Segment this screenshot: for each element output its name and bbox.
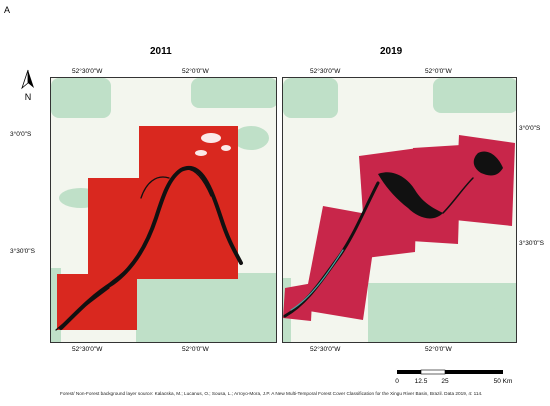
- map-2011: [50, 77, 277, 343]
- reservoir: [378, 151, 503, 219]
- footer-source-note: Forest/ Non-Forest background layer sour…: [60, 391, 483, 396]
- imagery-footprint-2011: [57, 126, 238, 330]
- scale-label-12-5: 12.5: [415, 378, 428, 385]
- cloud-patches: [195, 133, 231, 156]
- scale-bar: 0 12.5 25 50 Km: [395, 369, 513, 385]
- right-tick-2019-b: 3°30'0"S: [519, 240, 544, 247]
- bottom-tick-2011-b: 52°0'0"W: [182, 346, 209, 353]
- map-2019: [282, 77, 517, 343]
- top-tick-2011-a: 52°30'0"W: [72, 68, 103, 75]
- left-tick-2011-b: 3°30'0"S: [10, 248, 35, 255]
- map-2011-canvas: [51, 78, 276, 342]
- north-arrow-icon: N: [21, 69, 34, 102]
- top-tick-2011-b: 52°0'0"W: [182, 68, 209, 75]
- map-2019-canvas: [283, 78, 516, 342]
- panel-letter: A: [4, 5, 11, 15]
- top-tick-2019-a: 52°30'0"W: [310, 68, 341, 75]
- scale-label-0: 0: [395, 378, 399, 385]
- scale-label-25: 25: [441, 378, 449, 385]
- scale-label-50: 50 Km: [494, 378, 513, 385]
- xingu-river: [55, 166, 243, 331]
- non-forest-areas: [283, 78, 516, 342]
- map-title-2019: 2019: [380, 46, 403, 57]
- map-title-2011: 2011: [150, 46, 172, 57]
- top-tick-2019-b: 52°0'0"W: [425, 68, 452, 75]
- left-tick-2011-a: 3°0'0"S: [10, 131, 32, 138]
- bottom-tick-2019-a: 52°30'0"W: [310, 346, 341, 353]
- bottom-tick-2011-a: 52°30'0"W: [72, 346, 103, 353]
- bottom-tick-2019-b: 52°0'0"W: [425, 346, 452, 353]
- xingu-river: [283, 177, 474, 318]
- right-tick-2019-a: 3°0'0"S: [519, 125, 541, 132]
- scale-bar-segments: [397, 369, 503, 375]
- imagery-footprint-2019: [283, 135, 515, 321]
- north-label: N: [25, 92, 32, 102]
